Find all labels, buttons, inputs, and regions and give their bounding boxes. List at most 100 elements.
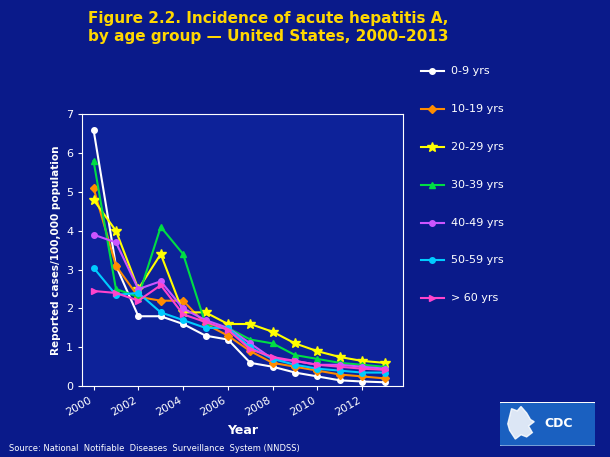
40-49 yrs [381, 366, 389, 372]
10-19 yrs [359, 374, 366, 379]
> 60 yrs [135, 298, 142, 303]
Line: > 60 yrs: > 60 yrs [91, 282, 387, 372]
20-29 yrs [336, 354, 343, 360]
50-59 yrs [135, 290, 142, 296]
50-59 yrs [179, 318, 187, 323]
50-59 yrs [292, 362, 299, 367]
50-59 yrs [314, 366, 321, 372]
10-19 yrs [202, 321, 209, 327]
30-39 yrs [381, 364, 389, 369]
10-19 yrs [246, 348, 254, 354]
10-19 yrs [336, 372, 343, 377]
10-19 yrs [314, 368, 321, 373]
Text: Figure 2.2. Incidence of acute hepatitis A,
by age group — United States, 2000–2: Figure 2.2. Incidence of acute hepatitis… [88, 11, 448, 44]
20-29 yrs [112, 228, 120, 234]
0-9 yrs [135, 314, 142, 319]
Line: 20-29 yrs: 20-29 yrs [88, 195, 390, 368]
40-49 yrs [224, 325, 232, 331]
20-29 yrs [202, 310, 209, 315]
30-39 yrs [336, 360, 343, 366]
30-39 yrs [202, 321, 209, 327]
30-39 yrs [112, 286, 120, 292]
0-9 yrs [246, 360, 254, 366]
0-9 yrs [157, 314, 164, 319]
40-49 yrs [135, 286, 142, 292]
Text: Source: National  Notifiable  Diseases  Surveillance  System (NNDSS): Source: National Notifiable Diseases Sur… [9, 444, 300, 453]
> 60 yrs [90, 288, 97, 294]
20-29 yrs [135, 286, 142, 292]
20-29 yrs [90, 197, 97, 202]
30-39 yrs [314, 356, 321, 362]
40-49 yrs [292, 358, 299, 364]
> 60 yrs [224, 327, 232, 333]
Text: 50-59 yrs: 50-59 yrs [451, 255, 503, 266]
Text: 20-29 yrs: 20-29 yrs [451, 142, 504, 152]
0-9 yrs [202, 333, 209, 338]
30-39 yrs [246, 337, 254, 342]
> 60 yrs [157, 282, 164, 288]
30-39 yrs [224, 325, 232, 331]
X-axis label: Year: Year [227, 424, 258, 436]
40-49 yrs [359, 364, 366, 369]
40-49 yrs [269, 356, 276, 362]
50-59 yrs [269, 356, 276, 362]
> 60 yrs [179, 312, 187, 317]
40-49 yrs [157, 279, 164, 284]
50-59 yrs [246, 345, 254, 350]
0-9 yrs [90, 127, 97, 133]
50-59 yrs [112, 292, 120, 298]
10-19 yrs [135, 294, 142, 300]
10-19 yrs [292, 364, 299, 369]
50-59 yrs [157, 310, 164, 315]
10-19 yrs [224, 333, 232, 338]
> 60 yrs [381, 367, 389, 372]
Line: 30-39 yrs: 30-39 yrs [91, 158, 387, 370]
> 60 yrs [314, 362, 321, 367]
50-59 yrs [381, 370, 389, 375]
20-29 yrs [179, 310, 187, 315]
> 60 yrs [292, 358, 299, 364]
30-39 yrs [135, 294, 142, 300]
FancyBboxPatch shape [497, 402, 598, 446]
50-59 yrs [359, 370, 366, 375]
Text: CDC: CDC [545, 417, 573, 430]
40-49 yrs [202, 318, 209, 323]
Line: 50-59 yrs: 50-59 yrs [91, 265, 387, 375]
Text: 10-19 yrs: 10-19 yrs [451, 104, 503, 114]
50-59 yrs [336, 368, 343, 373]
Y-axis label: Reported cases/100,000 population: Reported cases/100,000 population [51, 145, 60, 355]
Line: 40-49 yrs: 40-49 yrs [91, 232, 387, 372]
30-39 yrs [157, 224, 164, 230]
0-9 yrs [179, 321, 187, 327]
> 60 yrs [112, 290, 120, 296]
0-9 yrs [359, 379, 366, 384]
50-59 yrs [202, 325, 209, 331]
20-29 yrs [224, 321, 232, 327]
> 60 yrs [359, 366, 366, 372]
Text: 0-9 yrs: 0-9 yrs [451, 66, 489, 76]
0-9 yrs [336, 377, 343, 383]
10-19 yrs [179, 298, 187, 303]
10-19 yrs [381, 376, 389, 381]
Text: 30-39 yrs: 30-39 yrs [451, 180, 503, 190]
30-39 yrs [359, 362, 366, 367]
> 60 yrs [336, 364, 343, 369]
0-9 yrs [224, 337, 232, 342]
20-29 yrs [157, 251, 164, 257]
20-29 yrs [246, 321, 254, 327]
0-9 yrs [269, 364, 276, 369]
30-39 yrs [90, 158, 97, 164]
40-49 yrs [336, 362, 343, 367]
40-49 yrs [90, 232, 97, 238]
50-59 yrs [90, 265, 97, 271]
40-49 yrs [179, 306, 187, 311]
30-39 yrs [179, 251, 187, 257]
30-39 yrs [269, 341, 276, 346]
0-9 yrs [292, 370, 299, 375]
Line: 10-19 yrs: 10-19 yrs [91, 185, 387, 381]
Text: > 60 yrs: > 60 yrs [451, 293, 498, 303]
40-49 yrs [112, 239, 120, 245]
> 60 yrs [269, 354, 276, 360]
20-29 yrs [381, 360, 389, 366]
10-19 yrs [90, 186, 97, 191]
